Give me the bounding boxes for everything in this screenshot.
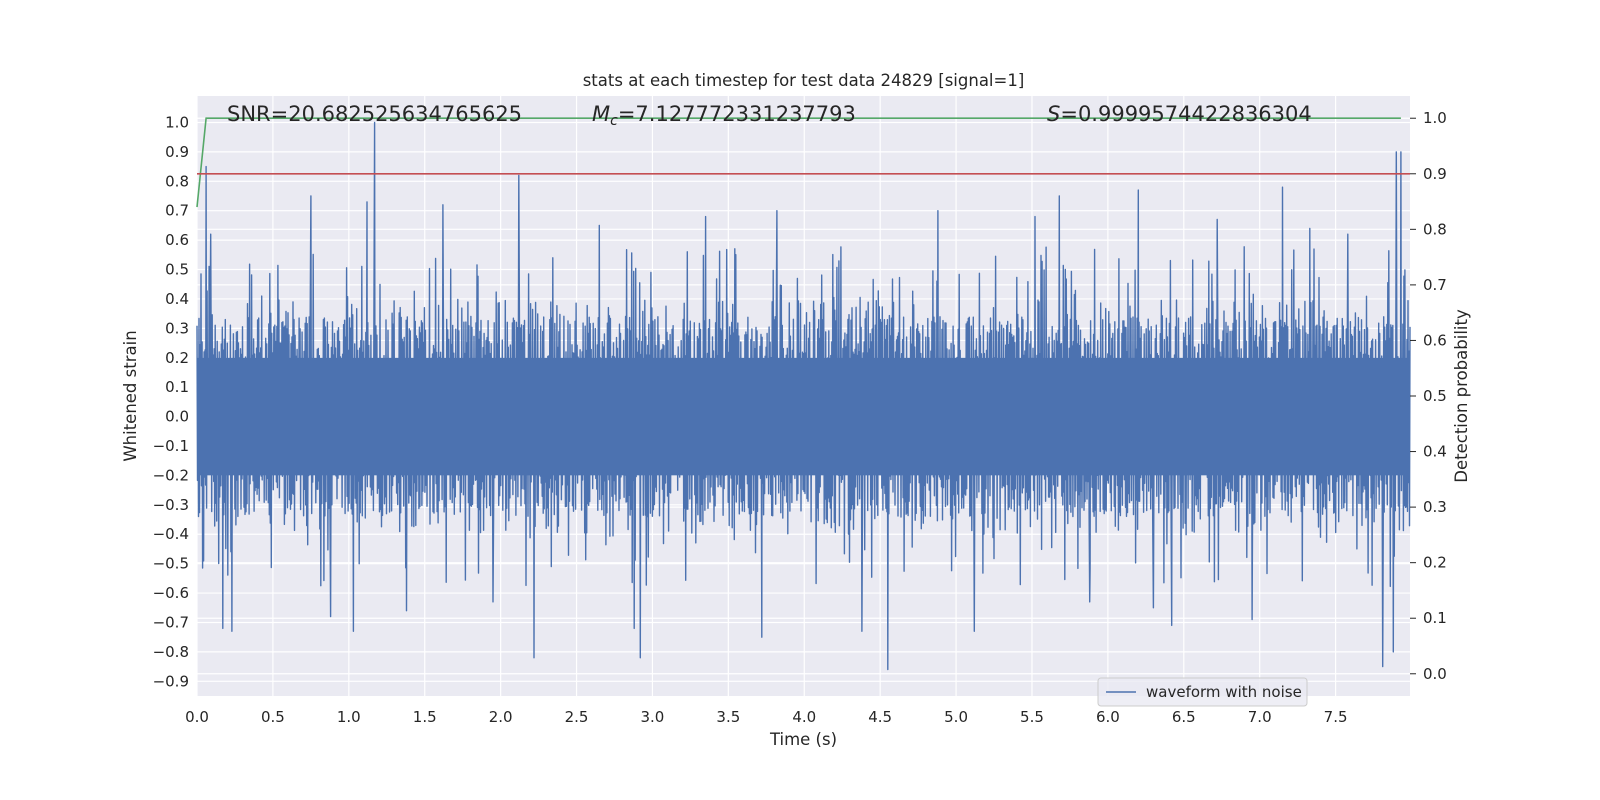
legend: waveform with noise <box>1097 677 1308 707</box>
y-tick-label: 1.0 <box>165 113 189 131</box>
x-tick-label: 1.5 <box>413 708 437 726</box>
y2-tick-label: 1.0 <box>1423 109 1447 127</box>
y-tick-label: 0.4 <box>165 290 189 308</box>
y-tick-label: −0.5 <box>153 555 189 573</box>
chirp-mass-annotation: Mc=7.127772331237793 <box>592 102 856 129</box>
x-tick-label: 6.5 <box>1172 708 1196 726</box>
x-tick-label: 2.5 <box>565 708 589 726</box>
y2-tick-label: 0.8 <box>1423 220 1447 238</box>
y2-tick-label: 0.9 <box>1423 165 1447 183</box>
y-axis-label: Whitened strain <box>121 330 140 461</box>
detection-score-annotation: S=0.9999574422836304 <box>1047 102 1312 126</box>
y2-tick-label: 0.2 <box>1423 554 1447 572</box>
y-tick-label: 0.0 <box>165 408 189 426</box>
series-detection-probability <box>196 117 1401 208</box>
detection-score-value: =0.9999574422836304 <box>1060 102 1311 126</box>
series-waveform-with-noise <box>196 121 1411 671</box>
x-tick-label: 6.0 <box>1096 708 1120 726</box>
y-tick-label: −0.8 <box>153 643 189 661</box>
y-tick-label: 0.2 <box>165 349 189 367</box>
x-tick-label: 4.0 <box>792 708 816 726</box>
y-tick-label: −0.4 <box>153 525 189 543</box>
x-tick-label: 3.0 <box>641 708 665 726</box>
y2-tick-label: 0.5 <box>1423 387 1447 405</box>
x-tick-label: 1.0 <box>337 708 361 726</box>
waveform-core-band <box>197 357 1410 476</box>
snr-annotation: SNR=20.682525634765625 <box>227 102 522 126</box>
y-tick-label: 0.8 <box>165 172 189 190</box>
x-axis-label: Time (s) <box>769 730 837 749</box>
y2-axis-label: Detection probability <box>1452 309 1471 483</box>
y2-tick-label: 0.1 <box>1423 609 1447 627</box>
x-tick-label: 0.0 <box>185 708 209 726</box>
y-tick-label: −0.1 <box>153 437 189 455</box>
x-tick-label: 3.5 <box>716 708 740 726</box>
x-tick-label: 2.0 <box>489 708 513 726</box>
y-tick-label: −0.6 <box>153 584 189 602</box>
x-tick-label: 4.5 <box>868 708 892 726</box>
chirp-mass-symbol: M <box>592 102 610 126</box>
axes-layer: 0.0 0.5 1.0 1.5 2.0 2.5 3.0 3.5 4.0 4.5 5.0 5.5 6.0 6… <box>153 109 1447 726</box>
legend-box <box>1097 677 1308 707</box>
x-tick-label: 5.0 <box>944 708 968 726</box>
y-tick-label: 0.6 <box>165 231 189 249</box>
y2-tick-label: 0.3 <box>1423 498 1447 516</box>
chirp-mass-value: =7.127772331237793 <box>618 102 856 126</box>
y-tick-label: 0.1 <box>165 378 189 396</box>
y-tick-label: −0.7 <box>153 613 189 631</box>
y2-tick-label: 0.0 <box>1423 665 1447 683</box>
x-tick-label: 7.5 <box>1324 708 1348 726</box>
chirp-mass-subscript: c <box>610 113 618 129</box>
y-tick-label: −0.9 <box>153 672 189 690</box>
y-tick-label: 0.5 <box>165 261 189 279</box>
x-tick-label: 0.5 <box>261 708 285 726</box>
chart-title: stats at each timestep for test data 248… <box>583 71 1025 90</box>
y-tick-label: 0.7 <box>165 202 189 220</box>
legend-label-waveform: waveform with noise <box>1146 683 1302 701</box>
y2-tick-label: 0.6 <box>1423 331 1447 349</box>
detection-score-symbol: S <box>1047 102 1060 126</box>
y-tick-label: 0.3 <box>165 319 189 337</box>
x-tick-label: 5.5 <box>1020 708 1044 726</box>
y-tick-label: −0.2 <box>153 466 189 484</box>
x-tick-label: 7.0 <box>1248 708 1272 726</box>
y-tick-label: −0.3 <box>153 496 189 514</box>
y-tick-label: 0.9 <box>165 143 189 161</box>
y2-tick-label: 0.4 <box>1423 443 1447 461</box>
y2-tick-label: 0.7 <box>1423 276 1447 294</box>
series-layer <box>196 117 1411 671</box>
